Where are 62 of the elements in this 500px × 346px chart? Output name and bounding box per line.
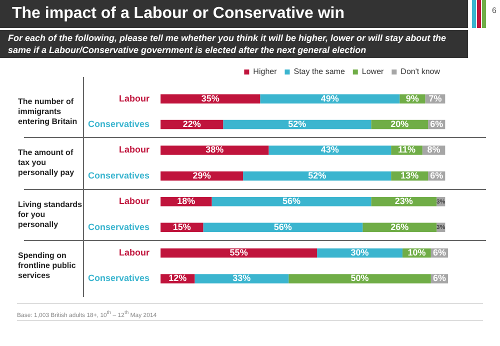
data-label: 6% — [430, 119, 444, 130]
data-label: 56% — [282, 196, 300, 206]
data-label: 22% — [182, 119, 201, 130]
y-tick-label: Conservatives — [88, 273, 150, 284]
text: Living standards for you personally — [18, 200, 84, 230]
data-label: 43% — [320, 144, 339, 155]
y-tick-label: Labour — [119, 93, 150, 104]
data-label: 7% — [428, 93, 442, 104]
data-label: 20% — [390, 119, 409, 130]
bar — [243, 171, 392, 181]
data-label: 49% — [320, 93, 339, 104]
data-label: 9% — [406, 93, 419, 104]
bar — [160, 146, 269, 155]
y-tick-label: Conservatives — [88, 170, 150, 180]
data-label: 30% — [350, 248, 369, 258]
data-label: 33% — [232, 273, 251, 284]
data-label: 35% — [201, 93, 220, 104]
data-label: 26% — [390, 222, 409, 232]
data-label: 10% — [408, 248, 426, 258]
legend-label: Stay the same — [294, 67, 346, 76]
bar — [260, 94, 400, 104]
y-tick-label: Conservatives — [88, 119, 150, 130]
text: The amount of tax you personally pay — [18, 148, 76, 178]
data-label: 6% — [432, 273, 446, 284]
legend-label: Lower — [362, 67, 384, 76]
legend-label: Don't know — [400, 67, 440, 76]
bar — [371, 197, 437, 206]
data-label: 6% — [430, 170, 444, 180]
text: 6 — [492, 6, 496, 15]
y-tick-label: Conservatives — [88, 222, 150, 232]
data-label: 23% — [394, 196, 413, 206]
y-tick-label: Labour — [119, 196, 150, 206]
chart-title: The impact of a Labour or Conservative win — [0, 0, 468, 28]
bar — [288, 274, 431, 284]
text: The number of immigrants entering Britain — [18, 96, 78, 127]
bar — [160, 248, 318, 258]
legend-label: Higher — [253, 67, 278, 76]
bar — [194, 274, 289, 284]
data-label: 50% — [350, 273, 369, 284]
data-label: 29% — [192, 170, 211, 180]
data-label: 38% — [206, 144, 224, 155]
data-label: 52% — [308, 170, 326, 180]
data-label: 52% — [288, 119, 306, 130]
data-label: 18% — [177, 196, 196, 206]
data-label: 15% — [172, 222, 191, 232]
bar — [223, 120, 372, 130]
bar — [160, 94, 260, 104]
y-tick-label: Labour — [119, 248, 150, 258]
data-label: 12% — [168, 273, 187, 284]
bar — [362, 222, 437, 232]
bar — [212, 197, 372, 206]
data-label: 55% — [230, 248, 248, 258]
y-tick-label: Labour — [119, 144, 150, 155]
data-label: 8% — [427, 144, 440, 155]
bar — [268, 146, 392, 155]
chart-subtitle: For each of the following, please tell me whether you think it will be higher, lower or will stay about the same if a Labour/Conservative government is elected after the next general election — [0, 30, 468, 58]
data-label: 11% — [398, 144, 416, 155]
data-label: 56% — [274, 222, 292, 232]
data-label: 13% — [400, 170, 419, 180]
data-label: 6% — [432, 248, 446, 258]
text: Spending on frontline public services — [18, 250, 77, 281]
bar — [203, 222, 363, 232]
